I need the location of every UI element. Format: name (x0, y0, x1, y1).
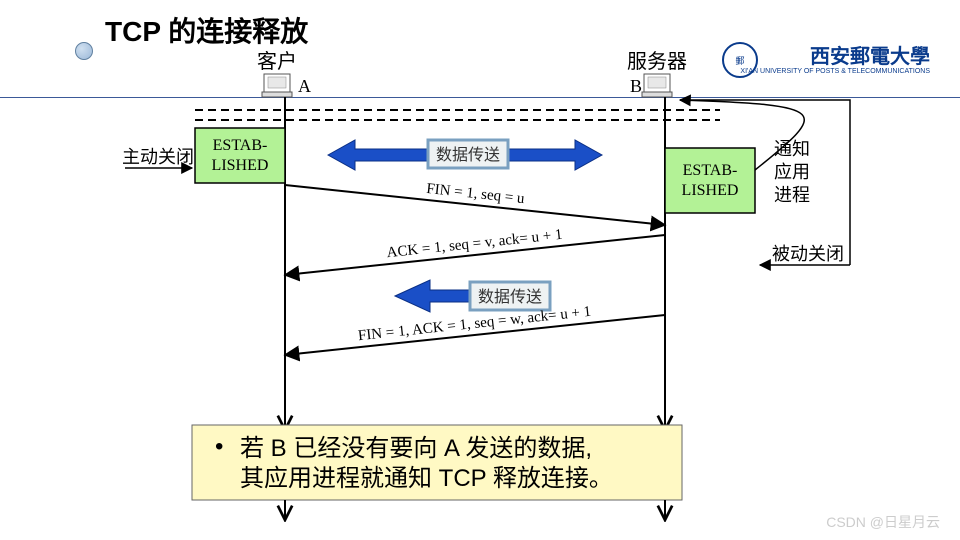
state-a-line1: ESTAB- (213, 137, 268, 154)
watermark: CSDN @日星月云 (826, 512, 940, 532)
client-label: 客户 (257, 50, 297, 73)
data-transfer-mid (395, 280, 470, 312)
state-b-line2: LISHED (682, 182, 739, 199)
server-letter: B (630, 76, 642, 96)
tcp-release-diagram: 客户 A 服务器 B ESTAB- LISHED ESTAB- LISHED 数… (0, 0, 960, 540)
msg1-text: FIN = 1, seq = u (426, 181, 526, 207)
server-computer-icon (642, 74, 672, 97)
state-a-line2: LISHED (212, 157, 269, 174)
server-label: 服务器 (627, 50, 687, 73)
client-computer-icon (262, 74, 292, 97)
active-close-label: 主动关闭 (122, 147, 194, 167)
note-line2: 其应用进程就通知 TCP 释放连接。 (240, 465, 613, 492)
state-b-line1: ESTAB- (683, 162, 738, 179)
data-badge-mid: 数据传送 (470, 282, 550, 310)
client-letter: A (298, 76, 311, 96)
notify-l2: 应用 (774, 162, 810, 182)
svg-text:数据传送: 数据传送 (436, 146, 500, 164)
note-line1: 若 B 已经没有要向 A 发送的数据, (240, 435, 592, 462)
notify-l3: 进程 (774, 185, 810, 205)
passive-close-label: 被动关闭 (772, 244, 844, 264)
msg2-text: ACK = 1, seq = v, ack= u + 1 (386, 227, 563, 261)
notify-l1: 通知 (774, 139, 810, 159)
data-badge-top: 数据传送 (428, 140, 508, 168)
note-bullet: • (215, 433, 223, 460)
state-b-box (665, 148, 755, 213)
svg-text:数据传送: 数据传送 (478, 288, 542, 306)
